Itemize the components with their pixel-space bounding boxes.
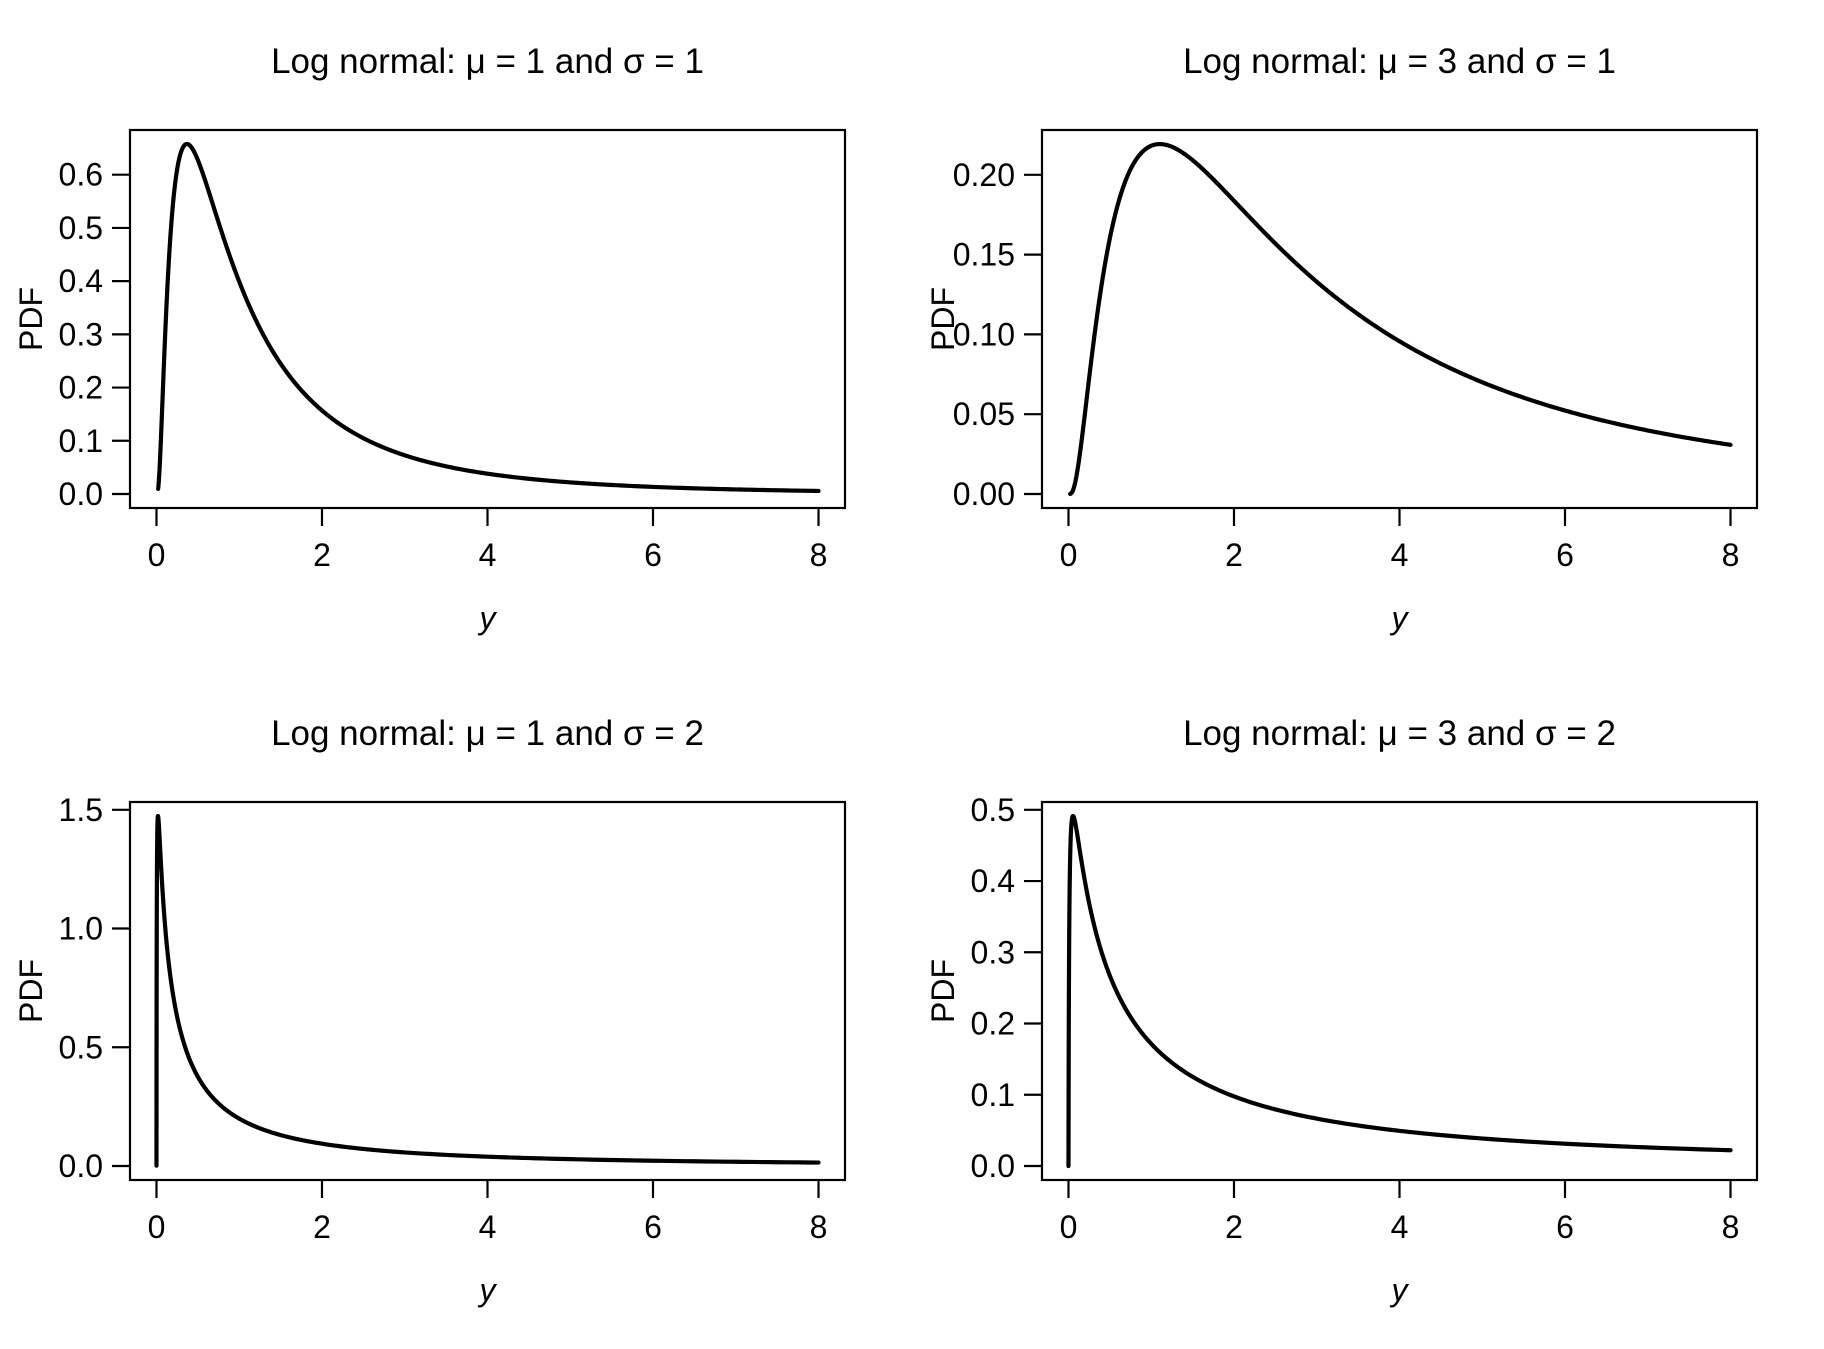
plot-box xyxy=(1040,800,1759,1182)
y-tick-label: 0.1 xyxy=(59,423,103,459)
x-tick-label: 2 xyxy=(313,1209,331,1245)
panel-lognormal-mu3-sigma2: Log normal: μ = 3 and σ = 2 0 2 4 6 8 0.0 0.1… xyxy=(912,672,1824,1344)
x-axis-label: y xyxy=(1390,600,1410,636)
plot-box xyxy=(1040,128,1759,510)
x-tick-label: 6 xyxy=(1556,537,1574,573)
x-axis-label: y xyxy=(1390,1272,1410,1308)
x-tick-label: 8 xyxy=(1722,537,1740,573)
y-tick-label: 0.15 xyxy=(953,237,1015,273)
y-tick-label: 0.5 xyxy=(59,210,103,246)
y-axis-ticks: 0.0 0.1 0.2 0.3 0.4 0.5 xyxy=(971,792,1042,1184)
x-tick-label: 4 xyxy=(479,1209,497,1245)
panel-lognormal-mu1-sigma2: Log normal: μ = 1 and σ = 2 0 2 4 6 8 0.0 0.5… xyxy=(0,672,912,1344)
y-tick-label: 0.5 xyxy=(59,1029,103,1065)
y-tick-label: 0.3 xyxy=(59,316,103,352)
y-tick-label: 1.0 xyxy=(59,911,103,947)
x-tick-label: 2 xyxy=(1225,1209,1243,1245)
pdf-curve xyxy=(1066,813,1733,1169)
x-tick-label: 4 xyxy=(1391,1209,1409,1245)
x-tick-label: 6 xyxy=(644,1209,662,1245)
x-tick-label: 4 xyxy=(1391,537,1409,573)
y-axis-label: PDF xyxy=(13,959,49,1023)
x-tick-label: 8 xyxy=(1722,1209,1740,1245)
x-tick-label: 6 xyxy=(1556,1209,1574,1245)
pdf-curve xyxy=(154,813,821,1168)
y-tick-label: 0.6 xyxy=(59,157,103,193)
y-axis-label: PDF xyxy=(13,287,49,351)
x-tick-label: 8 xyxy=(810,537,828,573)
y-tick-label: 0.5 xyxy=(971,792,1015,828)
y-tick-label: 0.10 xyxy=(953,316,1015,352)
x-axis-label: y xyxy=(478,600,498,636)
y-axis-ticks: 0.0 0.5 1.0 1.5 xyxy=(59,792,130,1184)
y-tick-label: 1.5 xyxy=(59,792,103,828)
y-tick-label: 0.4 xyxy=(59,263,103,299)
plot-svg-mu3-sigma2: Log normal: μ = 3 and σ = 2 0 2 4 6 8 0.0 0.1… xyxy=(925,714,1759,1308)
x-axis-ticks: 0 2 4 6 8 xyxy=(1060,1180,1740,1245)
panel-title: Log normal: μ = 1 and σ = 2 xyxy=(271,714,704,753)
y-tick-label: 0.00 xyxy=(953,476,1015,512)
plot-svg-mu1-sigma2: Log normal: μ = 1 and σ = 2 0 2 4 6 8 0.0 0.5… xyxy=(13,714,847,1308)
y-tick-label: 0.4 xyxy=(971,863,1015,899)
y-tick-label: 0.0 xyxy=(971,1148,1015,1184)
pdf-curve xyxy=(1068,141,1733,496)
x-axis-label: y xyxy=(478,1272,498,1308)
x-tick-label: 2 xyxy=(1225,537,1243,573)
x-axis-ticks: 0 2 4 6 8 xyxy=(148,1180,828,1245)
panel-lognormal-mu1-sigma1: Log normal: μ = 1 and σ = 1 0 2 4 6 8 0.0 0.1… xyxy=(0,0,912,672)
y-axis-label: PDF xyxy=(925,287,961,351)
x-axis-ticks: 0 2 4 6 8 xyxy=(1060,508,1740,573)
y-tick-label: 0.05 xyxy=(953,396,1015,432)
y-axis-ticks: 0.0 0.1 0.2 0.3 0.4 0.5 0.6 xyxy=(59,157,130,512)
x-axis-ticks: 0 2 4 6 8 xyxy=(148,508,828,573)
y-tick-label: 0.3 xyxy=(971,934,1015,970)
x-tick-label: 0 xyxy=(1060,1209,1078,1245)
x-tick-label: 0 xyxy=(148,1209,166,1245)
x-tick-label: 4 xyxy=(479,537,497,573)
y-tick-label: 0.0 xyxy=(59,1148,103,1184)
y-tick-label: 0.2 xyxy=(59,370,103,406)
y-axis-ticks: 0.00 0.05 0.10 0.15 0.20 xyxy=(953,157,1042,512)
panel-title: Log normal: μ = 3 and σ = 1 xyxy=(1183,42,1616,81)
x-tick-label: 8 xyxy=(810,1209,828,1245)
y-tick-label: 0.2 xyxy=(971,1006,1015,1042)
y-axis-label: PDF xyxy=(925,959,961,1023)
panel-title: Log normal: μ = 1 and σ = 1 xyxy=(271,42,704,81)
x-tick-label: 2 xyxy=(313,537,331,573)
y-tick-label: 0.0 xyxy=(59,476,103,512)
x-tick-label: 0 xyxy=(1060,537,1078,573)
y-tick-label: 0.1 xyxy=(971,1077,1015,1113)
y-tick-label: 0.20 xyxy=(953,157,1015,193)
plot-box xyxy=(128,128,847,510)
pdf-curve xyxy=(156,141,821,494)
x-tick-label: 6 xyxy=(644,537,662,573)
panel-title: Log normal: μ = 3 and σ = 2 xyxy=(1183,714,1616,753)
x-tick-label: 0 xyxy=(148,537,166,573)
plot-box xyxy=(128,800,847,1182)
plot-svg-mu1-sigma1: Log normal: μ = 1 and σ = 1 0 2 4 6 8 0.0 0.1… xyxy=(13,42,847,636)
